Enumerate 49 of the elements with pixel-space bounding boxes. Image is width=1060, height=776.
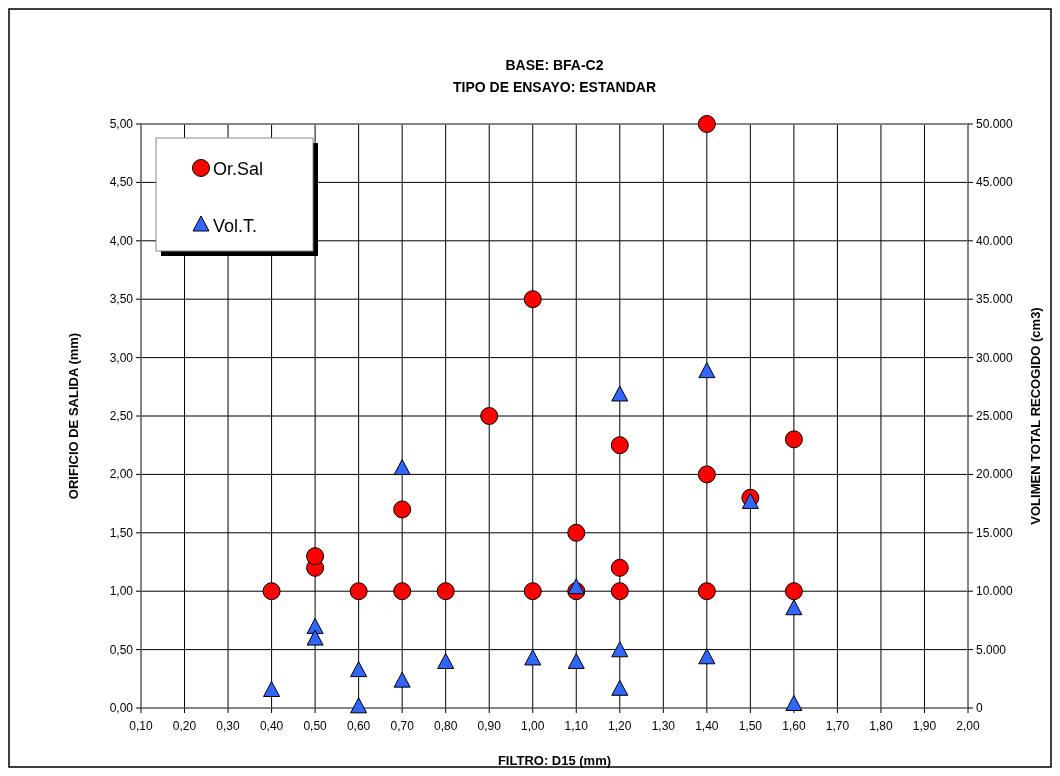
y2-tick-label: 0 xyxy=(976,701,983,715)
y-tick-label: 4,50 xyxy=(109,175,134,190)
x-tick-label: 0,20 xyxy=(172,719,197,733)
y-tick-label: 0,00 xyxy=(109,701,134,715)
y2-tick-label: 50.000 xyxy=(976,117,1014,131)
x-tick-label: 1,80 xyxy=(869,719,893,733)
y-tick-label: 1,50 xyxy=(109,525,134,540)
chart-title: BASE: BFA-C2 xyxy=(505,57,604,73)
x-tick-label: 0,30 xyxy=(216,719,241,733)
legend-label: Vol.T. xyxy=(213,216,258,236)
y-tick-label: 3,00 xyxy=(109,350,134,365)
x-tick-label: 1,30 xyxy=(651,719,676,733)
y2-axis-title: VOLIMEN TOTAL RECOGIDO (cm3) xyxy=(1028,307,1043,525)
y2-tick-label: 15.000 xyxy=(976,525,1014,540)
y-tick-label: 4,00 xyxy=(109,233,134,248)
y2-tick-label: 40.000 xyxy=(976,233,1014,248)
x-tick-label: 0,70 xyxy=(390,719,415,733)
x-tick-label: 1,70 xyxy=(825,719,850,733)
x-tick-label: 1,50 xyxy=(738,719,763,733)
y2-tick-label: 20.000 xyxy=(976,467,1014,482)
x-tick-label: 1,40 xyxy=(695,719,719,733)
y2-tick-label: 5.000 xyxy=(976,642,1007,657)
y2-tick-label: 45.000 xyxy=(976,175,1014,190)
x-tick-label: 0,50 xyxy=(303,719,328,733)
x-tick-label: 0,60 xyxy=(346,719,371,733)
x-tick-label: 1,90 xyxy=(912,719,937,733)
y-tick-label: 0,50 xyxy=(109,642,134,657)
x-tick-label: 1,10 xyxy=(564,719,589,733)
y-tick-label: 5,00 xyxy=(109,117,134,131)
x-tick-label: 0,40 xyxy=(259,719,284,733)
chart-subtitle: TIPO DE ENSAYO: ESTANDAR xyxy=(452,79,657,95)
y2-tick-label: 35.000 xyxy=(976,292,1014,307)
x-tick-label: 0,80 xyxy=(434,719,458,733)
x-tick-label: 1,60 xyxy=(782,719,806,733)
x-tick-label: 1,00 xyxy=(521,719,545,733)
y2-tick-label: 30.000 xyxy=(976,350,1014,365)
y-tick-label: 2,50 xyxy=(109,409,134,423)
y-tick-label: 1,00 xyxy=(109,584,134,599)
y-tick-label: 3,50 xyxy=(109,292,134,307)
y-axis-title: ORIFICIO DE SALIDA (mm) xyxy=(66,332,81,500)
y2-tick-label: 10.000 xyxy=(976,584,1014,599)
y-tick-label: 2,00 xyxy=(109,467,134,482)
x-tick-label: 0,90 xyxy=(477,719,502,733)
x-tick-label: 0,10 xyxy=(129,719,153,733)
y2-tick-label: 25.000 xyxy=(976,409,1014,423)
x-tick-label: 1,20 xyxy=(608,719,632,733)
x-tick-label: 2,00 xyxy=(956,719,980,733)
legend-label: Or.Sal xyxy=(213,159,264,179)
x-axis-title: FILTRO: D15 (mm) xyxy=(497,753,612,768)
